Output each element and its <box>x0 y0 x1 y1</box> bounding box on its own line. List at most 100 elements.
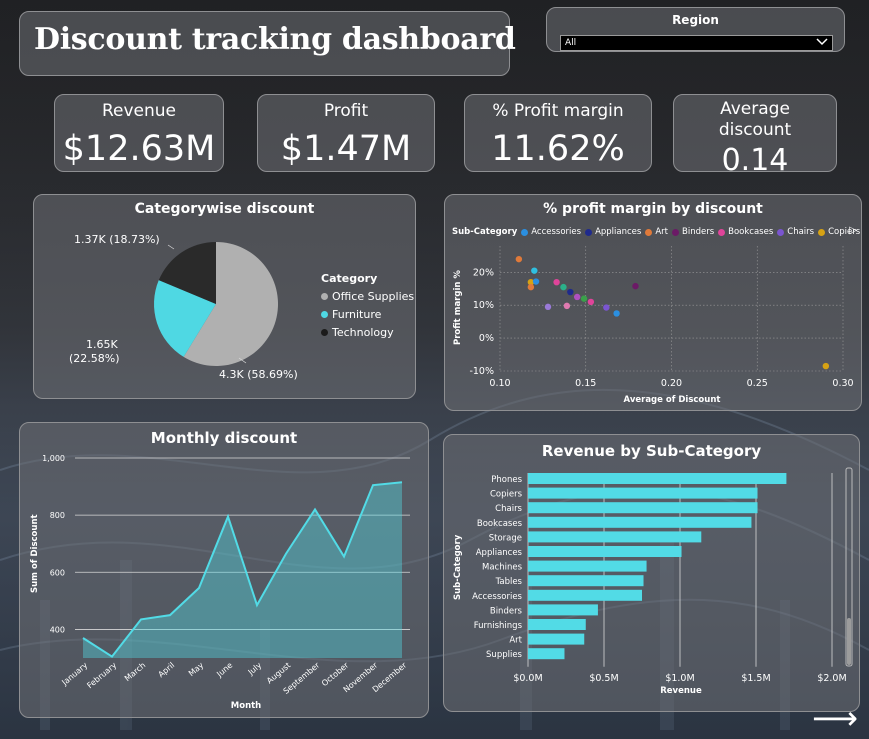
kpi-revenue-card: Revenue $12.63M <box>54 94 224 172</box>
legend-marker <box>777 228 785 236</box>
bar[interactable] <box>528 516 752 528</box>
next-page-arrow-icon[interactable]: ⟶ <box>812 699 858 737</box>
bar[interactable] <box>528 648 565 660</box>
scatter-point[interactable] <box>603 304 610 311</box>
region-dropdown[interactable]: All <box>560 35 833 51</box>
y-tick-label: Storage <box>489 533 522 543</box>
scatter-point[interactable] <box>632 282 639 290</box>
legend-label: Copiers <box>828 227 861 237</box>
scatter-point[interactable] <box>527 278 535 286</box>
bar[interactable] <box>528 575 644 587</box>
y-axis-title: Profit margin % <box>453 270 463 345</box>
kpi-average-discount-value: 0.14 <box>721 143 789 172</box>
legend-item[interactable]: Art <box>645 227 668 237</box>
kpi-profit-margin-card: % Profit margin 11.62% <box>464 94 652 172</box>
legend-label: Bookcases <box>728 227 774 237</box>
y-tick-label: -10% <box>469 366 494 377</box>
scatter-point[interactable] <box>544 303 552 311</box>
scatter-chart: 20% 10% 0% -10%0.10 0.15 0.20 0.25 0.30 Profit … <box>453 246 854 405</box>
legend-item[interactable]: Appliances <box>585 227 641 237</box>
y-tick-label: Art <box>509 636 522 646</box>
pie-slice-office-supplies[interactable] <box>183 242 278 366</box>
bar[interactable] <box>528 531 702 543</box>
legend-item[interactable]: Binders <box>672 227 714 237</box>
legend-item[interactable]: Technology <box>321 326 414 339</box>
legend-item[interactable]: Chairs <box>777 227 814 237</box>
kpi-average-discount-label: Average discount <box>718 99 792 140</box>
pie-slice-furniture[interactable] <box>153 280 216 357</box>
legend-label: Accessories <box>531 227 582 237</box>
y-axis-title: Sum of Discount <box>30 514 40 593</box>
scatter-point[interactable] <box>515 255 523 263</box>
legend-title: Category <box>321 272 378 285</box>
x-axis-title: Average of Discount <box>624 395 721 405</box>
scrollbar-track[interactable] <box>845 467 853 667</box>
bar[interactable] <box>528 633 585 645</box>
legend-item[interactable]: Bookcases <box>718 227 773 237</box>
bar[interactable] <box>528 560 647 572</box>
area-series-fill <box>83 482 402 658</box>
scatter-point[interactable] <box>573 293 581 301</box>
pie-slice-technology[interactable] <box>158 242 216 304</box>
legend-item[interactable]: Office Supplies <box>321 290 414 303</box>
y-tick-label: Accessories <box>472 592 522 602</box>
scatter-point[interactable] <box>560 283 567 291</box>
bar[interactable] <box>528 604 598 616</box>
scatter-point[interactable] <box>553 278 560 286</box>
monthly-discount-card: Monthly discount 1,000 800 600 400 January F… <box>19 422 429 718</box>
bar[interactable] <box>528 589 642 601</box>
pie-legend: Category Office Supplies Furniture Techn… <box>321 272 414 344</box>
bar[interactable] <box>528 473 787 484</box>
profit-margin-by-discount-card: % profit margin by discount Sub-Category… <box>444 194 862 411</box>
x-tick-label: 0.25 <box>747 378 768 389</box>
y-tick-label: 1,000 <box>42 454 65 463</box>
y-tick-label: 0% <box>479 333 494 344</box>
y-tick-label: Supplies <box>486 650 523 660</box>
legend-item[interactable]: Furniture <box>321 308 414 321</box>
legend-marker <box>585 228 593 236</box>
scatter-point[interactable] <box>613 310 620 317</box>
scatter-point[interactable] <box>567 288 574 296</box>
scatter-point[interactable] <box>580 295 588 302</box>
legend-marker <box>818 228 826 236</box>
area-series-line <box>82 481 403 658</box>
revenue-by-subcategory-card: Revenue by Sub-Category $0.0M $0.5M $1.0M $… <box>443 434 860 712</box>
bar[interactable] <box>528 502 758 514</box>
bar[interactable] <box>528 619 586 630</box>
legend-label: Chairs <box>787 227 815 237</box>
bar[interactable] <box>528 487 758 499</box>
chevron-down-icon[interactable] <box>816 37 828 47</box>
legend-marker <box>718 228 726 236</box>
kpi-revenue-label: Revenue <box>101 101 177 121</box>
legend-label: Office Supplies <box>332 290 415 303</box>
legend-label: Binders <box>682 227 715 237</box>
legend-item[interactable]: Accessories <box>521 227 581 237</box>
y-tick-label: Furnishings <box>474 621 523 631</box>
kpi-profit-margin-label: % Profit margin <box>492 101 624 121</box>
scatter-point[interactable] <box>587 298 595 306</box>
x-tick-label: August <box>265 661 292 686</box>
scatter-point[interactable] <box>563 302 571 310</box>
x-tick-label: $1.0M <box>665 673 694 684</box>
x-tick-label: $0.0M <box>513 673 542 684</box>
bar[interactable] <box>528 546 682 557</box>
legend-label: Art <box>655 227 668 237</box>
scatter-point[interactable] <box>532 278 540 285</box>
y-axis-title: Sub-Category <box>453 534 463 600</box>
scatter-point[interactable] <box>527 283 535 291</box>
kpi-revenue-value: $12.63M <box>62 129 216 169</box>
x-tick-label: February <box>85 660 118 690</box>
y-tick-label: Appliances <box>476 548 523 558</box>
legend-next-icon[interactable]: ▷ <box>849 225 857 236</box>
x-axis-title: Revenue <box>660 686 702 696</box>
chart-title: Revenue by Sub-Category <box>541 442 762 460</box>
legend-item[interactable]: Copiers <box>818 227 860 237</box>
legend-marker <box>321 329 328 336</box>
scatter-point[interactable] <box>531 267 538 274</box>
scatter-point[interactable] <box>822 362 830 370</box>
x-tick-label: $1.5M <box>741 673 770 684</box>
x-axis-title: Month <box>231 701 261 711</box>
scrollbar-thumb[interactable] <box>847 618 851 665</box>
y-tick-label: Tables <box>495 577 523 587</box>
scatter-legend: Sub-Category Accessories Appliances Art Bin… <box>452 225 860 237</box>
